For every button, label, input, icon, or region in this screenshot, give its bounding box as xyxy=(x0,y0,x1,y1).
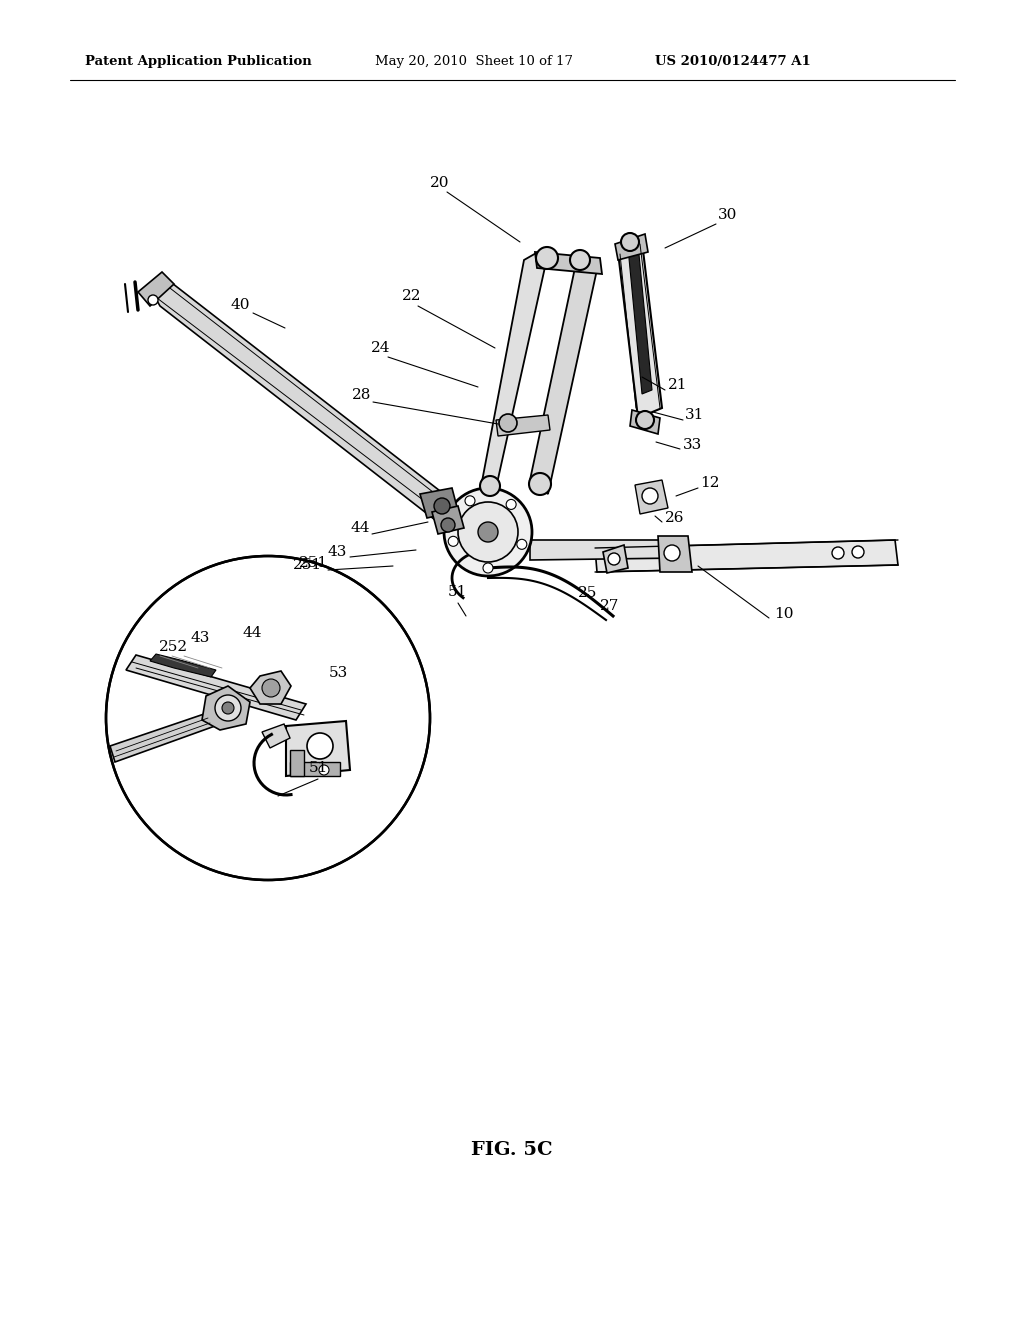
Circle shape xyxy=(262,678,280,697)
Circle shape xyxy=(458,502,518,562)
Polygon shape xyxy=(658,536,692,572)
Circle shape xyxy=(106,556,430,880)
Polygon shape xyxy=(202,686,250,730)
Circle shape xyxy=(517,540,526,549)
Circle shape xyxy=(307,733,333,759)
Polygon shape xyxy=(635,480,668,513)
Polygon shape xyxy=(615,234,648,260)
Circle shape xyxy=(831,546,844,558)
Circle shape xyxy=(852,546,864,558)
Text: 51: 51 xyxy=(308,762,328,775)
Text: 10: 10 xyxy=(774,607,794,620)
Text: 33: 33 xyxy=(682,438,701,451)
Polygon shape xyxy=(530,540,680,560)
Polygon shape xyxy=(603,545,628,573)
Circle shape xyxy=(480,477,500,496)
Polygon shape xyxy=(286,721,350,776)
Text: 25: 25 xyxy=(579,586,598,601)
Text: 251: 251 xyxy=(298,556,328,570)
Text: 30: 30 xyxy=(718,209,737,222)
Text: May 20, 2010  Sheet 10 of 17: May 20, 2010 Sheet 10 of 17 xyxy=(375,55,573,69)
Polygon shape xyxy=(250,671,291,704)
Circle shape xyxy=(478,521,498,543)
Text: 12: 12 xyxy=(700,477,720,490)
Text: 28: 28 xyxy=(352,388,372,403)
Polygon shape xyxy=(530,256,598,494)
Text: Patent Application Publication: Patent Application Publication xyxy=(85,55,311,69)
Polygon shape xyxy=(618,242,662,418)
Circle shape xyxy=(465,496,475,506)
Circle shape xyxy=(441,517,455,532)
Polygon shape xyxy=(110,711,215,762)
Circle shape xyxy=(664,545,680,561)
Text: 31: 31 xyxy=(685,408,705,422)
Polygon shape xyxy=(126,655,306,719)
Circle shape xyxy=(499,414,517,432)
Text: 27: 27 xyxy=(600,599,620,612)
Circle shape xyxy=(148,294,158,305)
Circle shape xyxy=(434,498,450,513)
Text: 24: 24 xyxy=(372,341,391,355)
Polygon shape xyxy=(595,540,898,572)
Circle shape xyxy=(215,696,241,721)
Polygon shape xyxy=(535,252,602,275)
Circle shape xyxy=(483,564,493,573)
Circle shape xyxy=(529,473,551,495)
Text: 252: 252 xyxy=(160,640,188,653)
Polygon shape xyxy=(630,411,660,434)
Polygon shape xyxy=(262,723,290,748)
Circle shape xyxy=(449,536,458,546)
Circle shape xyxy=(222,702,234,714)
Text: 44: 44 xyxy=(350,521,370,535)
Text: 43: 43 xyxy=(328,545,347,558)
Polygon shape xyxy=(138,272,174,306)
Text: FIG. 5C: FIG. 5C xyxy=(471,1140,553,1159)
Polygon shape xyxy=(480,252,547,498)
Circle shape xyxy=(621,234,639,251)
Polygon shape xyxy=(432,506,464,535)
Circle shape xyxy=(642,488,658,504)
Text: 22: 22 xyxy=(402,289,422,304)
Circle shape xyxy=(608,553,620,565)
Circle shape xyxy=(570,249,590,271)
Circle shape xyxy=(319,766,329,775)
Text: 21: 21 xyxy=(669,378,688,392)
Text: 26: 26 xyxy=(666,511,685,525)
Circle shape xyxy=(444,488,532,576)
Text: 51: 51 xyxy=(447,585,467,599)
Polygon shape xyxy=(152,280,462,531)
Polygon shape xyxy=(420,488,458,517)
Circle shape xyxy=(636,411,654,429)
Polygon shape xyxy=(628,244,652,393)
Text: 20: 20 xyxy=(430,176,450,190)
Text: 53: 53 xyxy=(329,667,347,680)
Circle shape xyxy=(506,499,516,510)
Text: US 2010/0124477 A1: US 2010/0124477 A1 xyxy=(655,55,811,69)
Polygon shape xyxy=(496,414,550,436)
Text: 43: 43 xyxy=(190,631,210,645)
Text: 44: 44 xyxy=(243,626,262,640)
Text: 40: 40 xyxy=(230,298,250,312)
Text: 251: 251 xyxy=(293,558,322,572)
Polygon shape xyxy=(290,750,304,776)
Polygon shape xyxy=(290,762,340,776)
Circle shape xyxy=(536,247,558,269)
Polygon shape xyxy=(150,653,216,677)
